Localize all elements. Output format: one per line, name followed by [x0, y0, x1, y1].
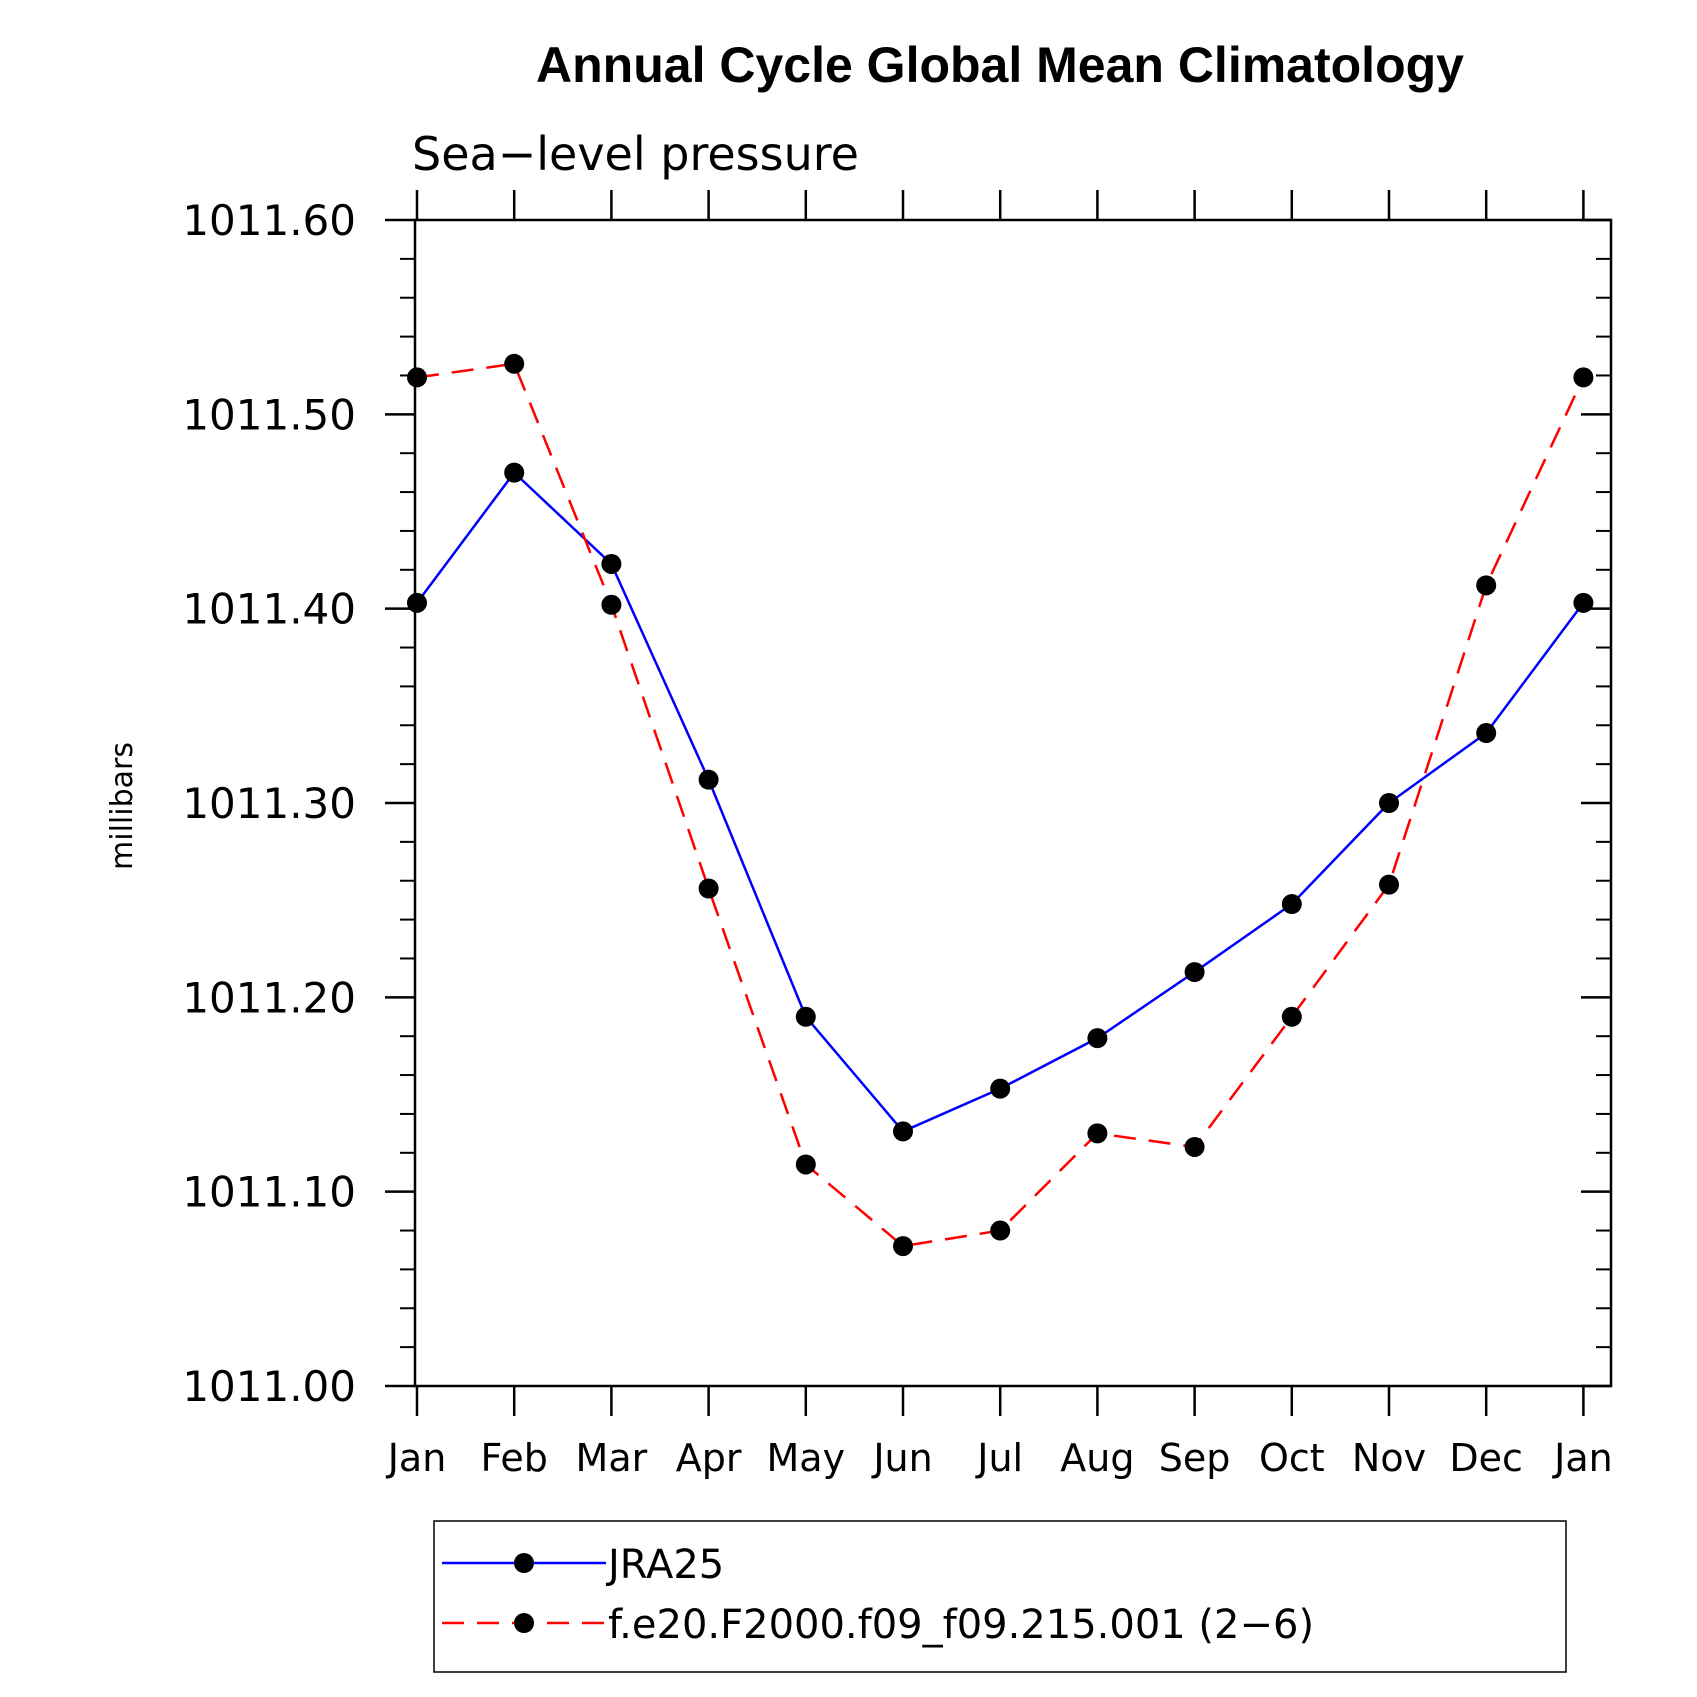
data-point: [407, 367, 427, 388]
series-1: [407, 353, 1594, 1257]
data-point: [1184, 962, 1205, 983]
y-axis-label: millibars: [105, 742, 140, 870]
data-point: [407, 592, 427, 613]
series-line: [416, 362, 1585, 1248]
chart-subtitle: Sea−level pressure: [412, 127, 859, 181]
x-tick-label: Mar: [576, 1436, 648, 1480]
data-point: [1573, 367, 1594, 388]
data-point: [1379, 793, 1399, 813]
data-point: [1476, 723, 1497, 744]
data-point: [990, 1220, 1011, 1241]
data-point: [504, 353, 525, 374]
legend-marker-1: [514, 1613, 534, 1633]
y-tick-label: 1011.50: [182, 390, 356, 439]
x-tick-label: Jan: [386, 1436, 447, 1480]
data-point: [795, 1154, 816, 1175]
y-tick-label: 1011.40: [182, 585, 356, 634]
data-point: [893, 1236, 913, 1257]
x-tick-label: Feb: [481, 1436, 548, 1480]
data-point: [1476, 575, 1497, 596]
legend-label-1: f.e20.F2000.f09_f09.215.001 (2−6): [608, 1602, 1314, 1648]
data-point: [1379, 874, 1399, 895]
x-tick-label: May: [767, 1436, 846, 1480]
x-tick-label: Sep: [1159, 1436, 1231, 1480]
y-tick-label: 1011.10: [182, 1168, 356, 1217]
data-point: [1281, 894, 1302, 915]
data-point: [1184, 1136, 1205, 1157]
y-tick-label: 1011.00: [182, 1362, 356, 1411]
data-point: [795, 1006, 816, 1027]
data-point: [990, 1078, 1011, 1099]
data-point: [504, 462, 525, 483]
legend-marker-0: [514, 1553, 534, 1573]
y-tick-label: 1011.30: [182, 779, 356, 828]
x-tick-label: Aug: [1060, 1436, 1134, 1480]
x-tick-label: Apr: [676, 1436, 742, 1480]
x-tick-label: Oct: [1259, 1436, 1325, 1480]
y-tick-label: 1011.20: [182, 973, 356, 1022]
series-0: [407, 462, 1594, 1142]
data-point: [601, 594, 622, 615]
series-line: [415, 470, 1585, 1133]
data-point: [1281, 1006, 1302, 1027]
x-tick-label: Jul: [975, 1436, 1023, 1480]
x-tick-label: Jun: [871, 1436, 932, 1480]
chart-title: Annual Cycle Global Mean Climatology: [536, 37, 1464, 93]
x-tick-label: Dec: [1449, 1436, 1523, 1480]
axes: 1011.00 1011.10 1011.20 1011.30 1011.40 1011.…: [182, 190, 1613, 1480]
legend-label-0: JRA25: [605, 1542, 724, 1588]
data-point: [601, 553, 622, 574]
x-tick-label: Jan: [1552, 1436, 1613, 1480]
x-tick-label: Nov: [1352, 1436, 1426, 1480]
data-point: [1573, 592, 1594, 613]
data-point: [893, 1121, 913, 1142]
plot-frame: [413, 218, 1613, 1388]
data-point: [1087, 1123, 1108, 1144]
data-point: [698, 878, 719, 899]
series-group: [407, 353, 1594, 1257]
data-point: [1087, 1028, 1108, 1049]
data-point: [698, 769, 719, 790]
legend-entries: JRA25 f.e20.F2000.f09_f09.215.001 (2−6): [442, 1542, 1314, 1648]
y-tick-label: 1011.60: [182, 196, 356, 245]
legend: [433, 1520, 1567, 1673]
